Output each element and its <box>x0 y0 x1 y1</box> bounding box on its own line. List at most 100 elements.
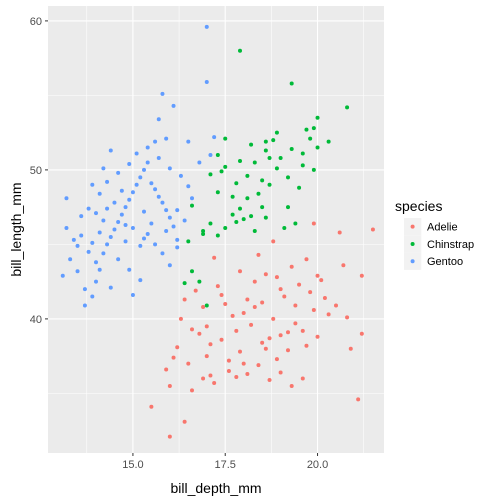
point-gentoo <box>175 245 180 250</box>
point-adelie <box>278 370 283 375</box>
point-gentoo <box>105 206 110 211</box>
point-adelie <box>356 397 361 402</box>
point-chinstrap <box>219 169 224 174</box>
point-gentoo <box>156 155 161 160</box>
point-chinstrap <box>186 239 191 244</box>
point-gentoo <box>90 294 95 299</box>
point-gentoo <box>68 257 73 262</box>
point-chinstrap <box>238 206 242 211</box>
point-adelie <box>304 343 309 348</box>
legend-keys: Adelie Chinstrap Gentoo <box>404 218 474 270</box>
point-gentoo <box>108 285 113 290</box>
point-chinstrap <box>252 160 257 165</box>
legend: species Adelie Chinstrap Gentoo <box>395 198 474 270</box>
point-adelie <box>182 419 187 424</box>
point-chinstrap <box>274 166 279 171</box>
point-adelie <box>308 290 313 295</box>
point-adelie <box>271 316 276 321</box>
point-chinstrap <box>215 153 220 157</box>
point-gentoo <box>119 212 124 217</box>
point-gentoo <box>171 103 176 108</box>
point-adelie <box>274 357 279 362</box>
y-tick-label: 40 <box>30 314 42 326</box>
point-gentoo <box>79 233 84 238</box>
point-gentoo <box>178 173 183 178</box>
point-adelie <box>197 331 202 336</box>
grid-minor <box>48 6 384 453</box>
point-chinstrap <box>230 212 235 217</box>
point-adelie <box>267 336 272 341</box>
point-gentoo <box>82 303 87 308</box>
point-gentoo <box>175 237 180 242</box>
point-chinstrap <box>190 269 194 274</box>
point-adelie <box>300 328 305 333</box>
point-adelie <box>315 273 320 278</box>
x-tick-label: 17.5 <box>215 459 236 471</box>
point-adelie <box>311 307 316 312</box>
point-gentoo <box>116 170 121 175</box>
point-chinstrap <box>263 139 268 144</box>
point-adelie <box>208 342 213 347</box>
point-gentoo <box>130 226 135 231</box>
point-chinstrap <box>197 279 202 284</box>
point-chinstrap <box>201 231 206 236</box>
point-gentoo <box>156 117 161 122</box>
point-chinstrap <box>263 215 268 220</box>
y-axis-title: bill_length_mm <box>8 182 24 276</box>
point-adelie <box>289 264 294 269</box>
point-gentoo <box>153 242 158 247</box>
point-chinstrap <box>300 151 305 156</box>
point-chinstrap <box>311 126 316 131</box>
point-chinstrap <box>182 281 187 286</box>
point-gentoo <box>171 224 176 229</box>
x-axis-ticks: 15.0 17.5 20.0 <box>122 453 328 471</box>
point-adelie <box>219 293 224 298</box>
point-chinstrap <box>278 155 283 160</box>
point-gentoo <box>75 243 80 248</box>
point-chinstrap <box>274 130 279 135</box>
point-gentoo <box>94 279 98 284</box>
point-adelie <box>278 333 283 338</box>
point-gentoo <box>123 205 128 210</box>
point-gentoo <box>164 208 169 213</box>
point-gentoo <box>119 188 124 193</box>
point-gentoo <box>101 251 106 256</box>
point-gentoo <box>212 135 217 140</box>
x-tick-label: 15.0 <box>122 459 143 471</box>
point-adelie <box>241 361 246 366</box>
point-gentoo <box>127 161 132 166</box>
point-adelie <box>201 376 206 381</box>
point-adelie <box>223 302 228 306</box>
point-adelie <box>315 334 320 339</box>
point-adelie <box>286 348 290 353</box>
point-adelie <box>348 346 353 351</box>
point-chinstrap <box>304 127 309 132</box>
point-adelie <box>319 278 324 283</box>
point-chinstrap <box>345 105 350 110</box>
point-gentoo <box>90 182 95 187</box>
point-gentoo <box>145 160 150 165</box>
point-adelie <box>201 304 206 309</box>
point-adelie <box>204 324 209 329</box>
point-adelie <box>230 313 235 318</box>
point-gentoo <box>112 200 117 205</box>
point-gentoo <box>204 24 209 29</box>
y-tick-label: 50 <box>30 165 42 177</box>
point-adelie <box>238 269 242 274</box>
point-chinstrap <box>223 226 228 231</box>
point-gentoo <box>182 218 187 223</box>
point-gentoo <box>94 260 98 265</box>
point-gentoo <box>190 196 194 201</box>
point-gentoo <box>82 287 87 292</box>
legend-swatch-gentoo <box>410 259 415 264</box>
point-gentoo <box>97 191 102 196</box>
point-adelie <box>271 239 276 244</box>
point-adelie <box>256 363 261 368</box>
point-chinstrap <box>286 175 290 180</box>
point-chinstrap <box>215 233 220 238</box>
point-gentoo <box>167 263 172 268</box>
point-gentoo <box>71 237 76 242</box>
point-gentoo <box>149 221 154 226</box>
point-gentoo <box>164 136 169 141</box>
point-gentoo <box>105 242 110 247</box>
